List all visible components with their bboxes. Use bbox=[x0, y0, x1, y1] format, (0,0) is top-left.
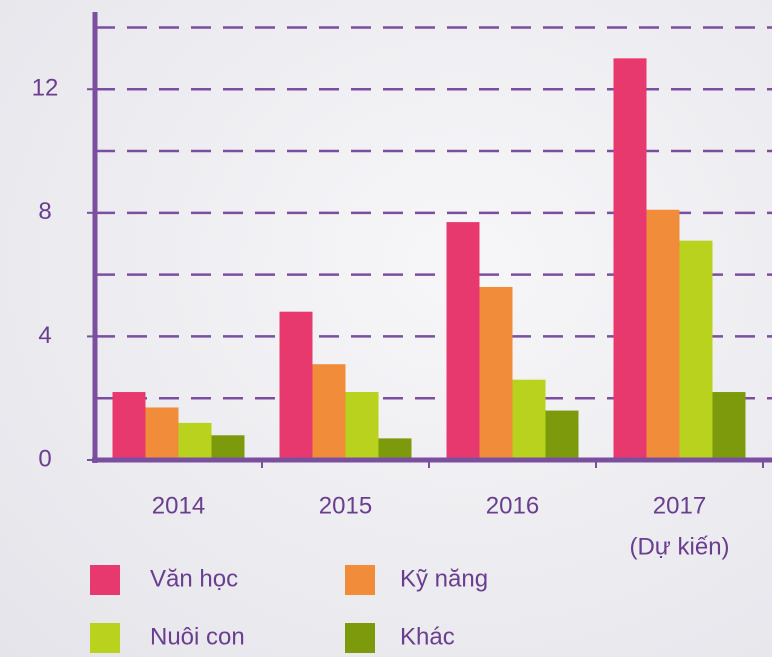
bar bbox=[345, 392, 379, 460]
bar bbox=[545, 410, 579, 460]
bar bbox=[646, 209, 680, 460]
x-tick-label: 2017 bbox=[653, 492, 706, 519]
bar bbox=[112, 392, 146, 460]
legend-swatch bbox=[90, 623, 120, 653]
y-tick-label: 4 bbox=[38, 322, 51, 349]
legend-label: Kỹ năng bbox=[400, 565, 488, 592]
x-tick-label: 2014 bbox=[152, 492, 205, 519]
legend-swatch bbox=[345, 565, 375, 595]
y-tick-label: 12 bbox=[32, 75, 59, 102]
x-tick-label: 2015 bbox=[319, 492, 372, 519]
bar bbox=[312, 364, 346, 460]
bar bbox=[211, 435, 245, 460]
legend-label: Nuôi con bbox=[150, 623, 245, 650]
legend-swatch bbox=[90, 565, 120, 595]
legend-label: Khác bbox=[400, 623, 455, 650]
x-tick-label: 2016 bbox=[486, 492, 539, 519]
bar bbox=[178, 422, 212, 460]
bar bbox=[512, 379, 546, 460]
y-tick-label: 8 bbox=[38, 198, 51, 225]
bar bbox=[378, 438, 412, 460]
bar bbox=[679, 240, 713, 460]
bar bbox=[613, 58, 647, 461]
x-tick-note: (Dự kiến) bbox=[629, 533, 729, 560]
bar bbox=[712, 392, 746, 460]
legend-label: Văn học bbox=[150, 565, 238, 592]
legend-swatch bbox=[345, 623, 375, 653]
bar bbox=[145, 407, 179, 460]
y-tick-label: 0 bbox=[38, 445, 51, 472]
bar bbox=[479, 286, 513, 460]
bar bbox=[446, 222, 480, 460]
bar bbox=[279, 311, 313, 460]
